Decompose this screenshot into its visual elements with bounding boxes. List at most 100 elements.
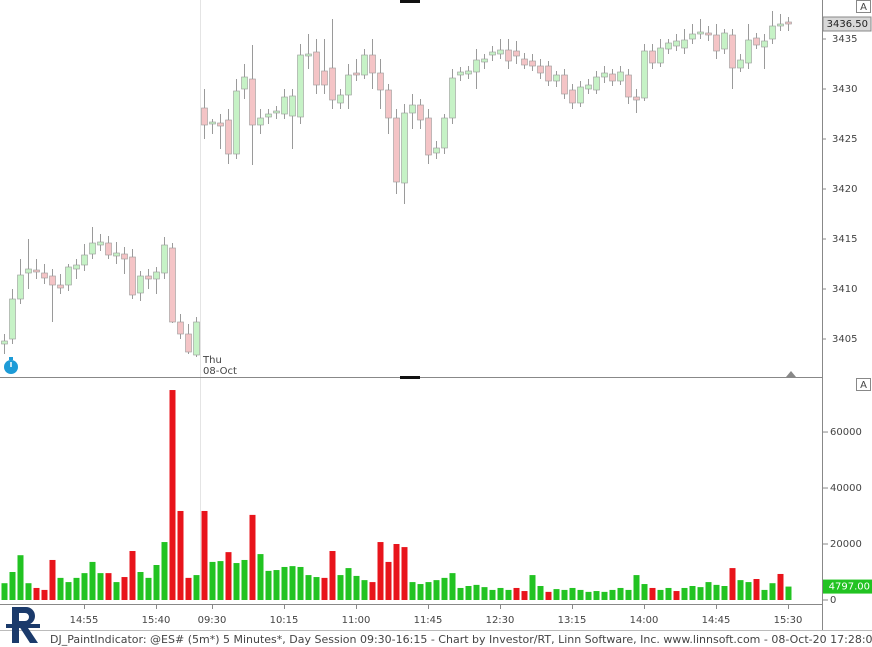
candle-body: [561, 74, 568, 95]
volume-bar: [185, 577, 192, 600]
volume-bar: [593, 591, 600, 600]
volume-bar: [657, 589, 664, 600]
candle-body: [465, 70, 472, 75]
candle-body: [89, 242, 96, 255]
candle-body: [641, 50, 648, 99]
volume-bar: [633, 575, 640, 600]
candle-body: [297, 54, 304, 118]
volume-bar: [209, 561, 216, 600]
volume-bar: [473, 584, 480, 600]
volume-bar: [697, 587, 704, 600]
logo-band: [6, 624, 40, 628]
volume-bar: [49, 559, 56, 600]
volume-bar: [361, 580, 368, 600]
candle-body: [129, 256, 136, 296]
panel-handle[interactable]: [400, 0, 420, 3]
volume-bar: [457, 587, 464, 600]
candle-body: [481, 58, 488, 63]
candle-body: [25, 268, 32, 274]
candle-body: [41, 272, 48, 279]
candle-body: [401, 112, 408, 184]
volume-bar: [9, 572, 16, 600]
volume-bar: [521, 591, 528, 600]
volume-bar: [25, 583, 32, 600]
volume-bar: [161, 542, 168, 600]
scroll-marker[interactable]: [786, 371, 796, 377]
candle-body: [185, 333, 192, 353]
axis-badge[interactable]: A: [860, 380, 867, 391]
volume-bar: [785, 586, 792, 600]
volume-bar: [121, 577, 128, 600]
candle-body: [65, 266, 72, 286]
candle-body: [321, 70, 328, 86]
volume-bar: [145, 577, 152, 600]
candle-body: [113, 252, 120, 257]
candle-body: [353, 72, 360, 76]
x-tick-label: 11:00: [342, 615, 371, 626]
volume-bar: [681, 587, 688, 600]
value-tag-box: [823, 579, 872, 594]
y-tick-label: 60000: [830, 427, 862, 438]
x-tick-label: 15:30: [774, 615, 803, 626]
candle-body: [409, 104, 416, 114]
volume-bar: [217, 561, 224, 600]
volume-bar: [81, 573, 88, 600]
volume-bar: [313, 577, 320, 600]
timer-icon[interactable]: [4, 357, 18, 374]
volume-bar: [609, 589, 616, 600]
candle-body: [681, 39, 688, 49]
volume-bar: [641, 584, 648, 600]
volume-bar: [249, 514, 256, 600]
volume-bar: [745, 582, 752, 600]
x-tick-label: 12:30: [486, 615, 515, 626]
candle-body: [657, 47, 664, 64]
candle-body: [553, 74, 560, 82]
y-tick-label: 3420: [832, 184, 857, 195]
y-tick-label: 40000: [830, 483, 862, 494]
candle-body: [97, 241, 104, 246]
axis-badge[interactable]: A: [860, 2, 867, 13]
volume-bar: [673, 591, 680, 600]
candle-body: [441, 117, 448, 149]
volume-bar: [385, 561, 392, 600]
candle-body: [209, 121, 216, 125]
candle-body: [785, 21, 792, 25]
volume-bar: [497, 587, 504, 600]
volume-bar: [257, 554, 264, 600]
candle-body: [1, 340, 8, 345]
x-tick-label: 13:15: [558, 615, 587, 626]
candle-body: [137, 275, 144, 294]
volume-bar: [137, 572, 144, 600]
volume-bar: [281, 566, 288, 600]
axis-badge-box[interactable]: [856, 0, 871, 13]
candle-body: [777, 23, 784, 27]
candle-body: [289, 95, 296, 117]
volume-bar: [409, 582, 416, 600]
candle-body: [369, 54, 376, 74]
volume-bar: [1, 583, 8, 600]
candle-body: [625, 74, 632, 98]
candle-body: [489, 51, 496, 56]
timer-stem: [9, 357, 13, 360]
candle-body: [593, 76, 600, 91]
panel-handle[interactable]: [400, 376, 420, 379]
candle-body: [713, 34, 720, 52]
candle-body: [417, 104, 424, 121]
candle-body: [105, 242, 112, 256]
volume-bar: [737, 580, 744, 600]
candle-body: [497, 49, 504, 55]
x-tick-label: 14:55: [70, 615, 99, 626]
candle-body: [689, 33, 696, 40]
axis-badge-box[interactable]: [856, 378, 871, 391]
volume-bar: [41, 589, 48, 600]
candle-body: [177, 321, 184, 335]
volume-bar: [553, 589, 560, 600]
session-date: 08-Oct: [203, 366, 237, 377]
volume-bar: [193, 575, 200, 600]
volume-bar: [305, 575, 312, 600]
volume-bar: [441, 577, 448, 600]
y-tick-label: 3405: [832, 334, 857, 345]
volume-bar: [689, 586, 696, 600]
candle-body: [569, 89, 576, 104]
volume-bar: [73, 577, 80, 600]
